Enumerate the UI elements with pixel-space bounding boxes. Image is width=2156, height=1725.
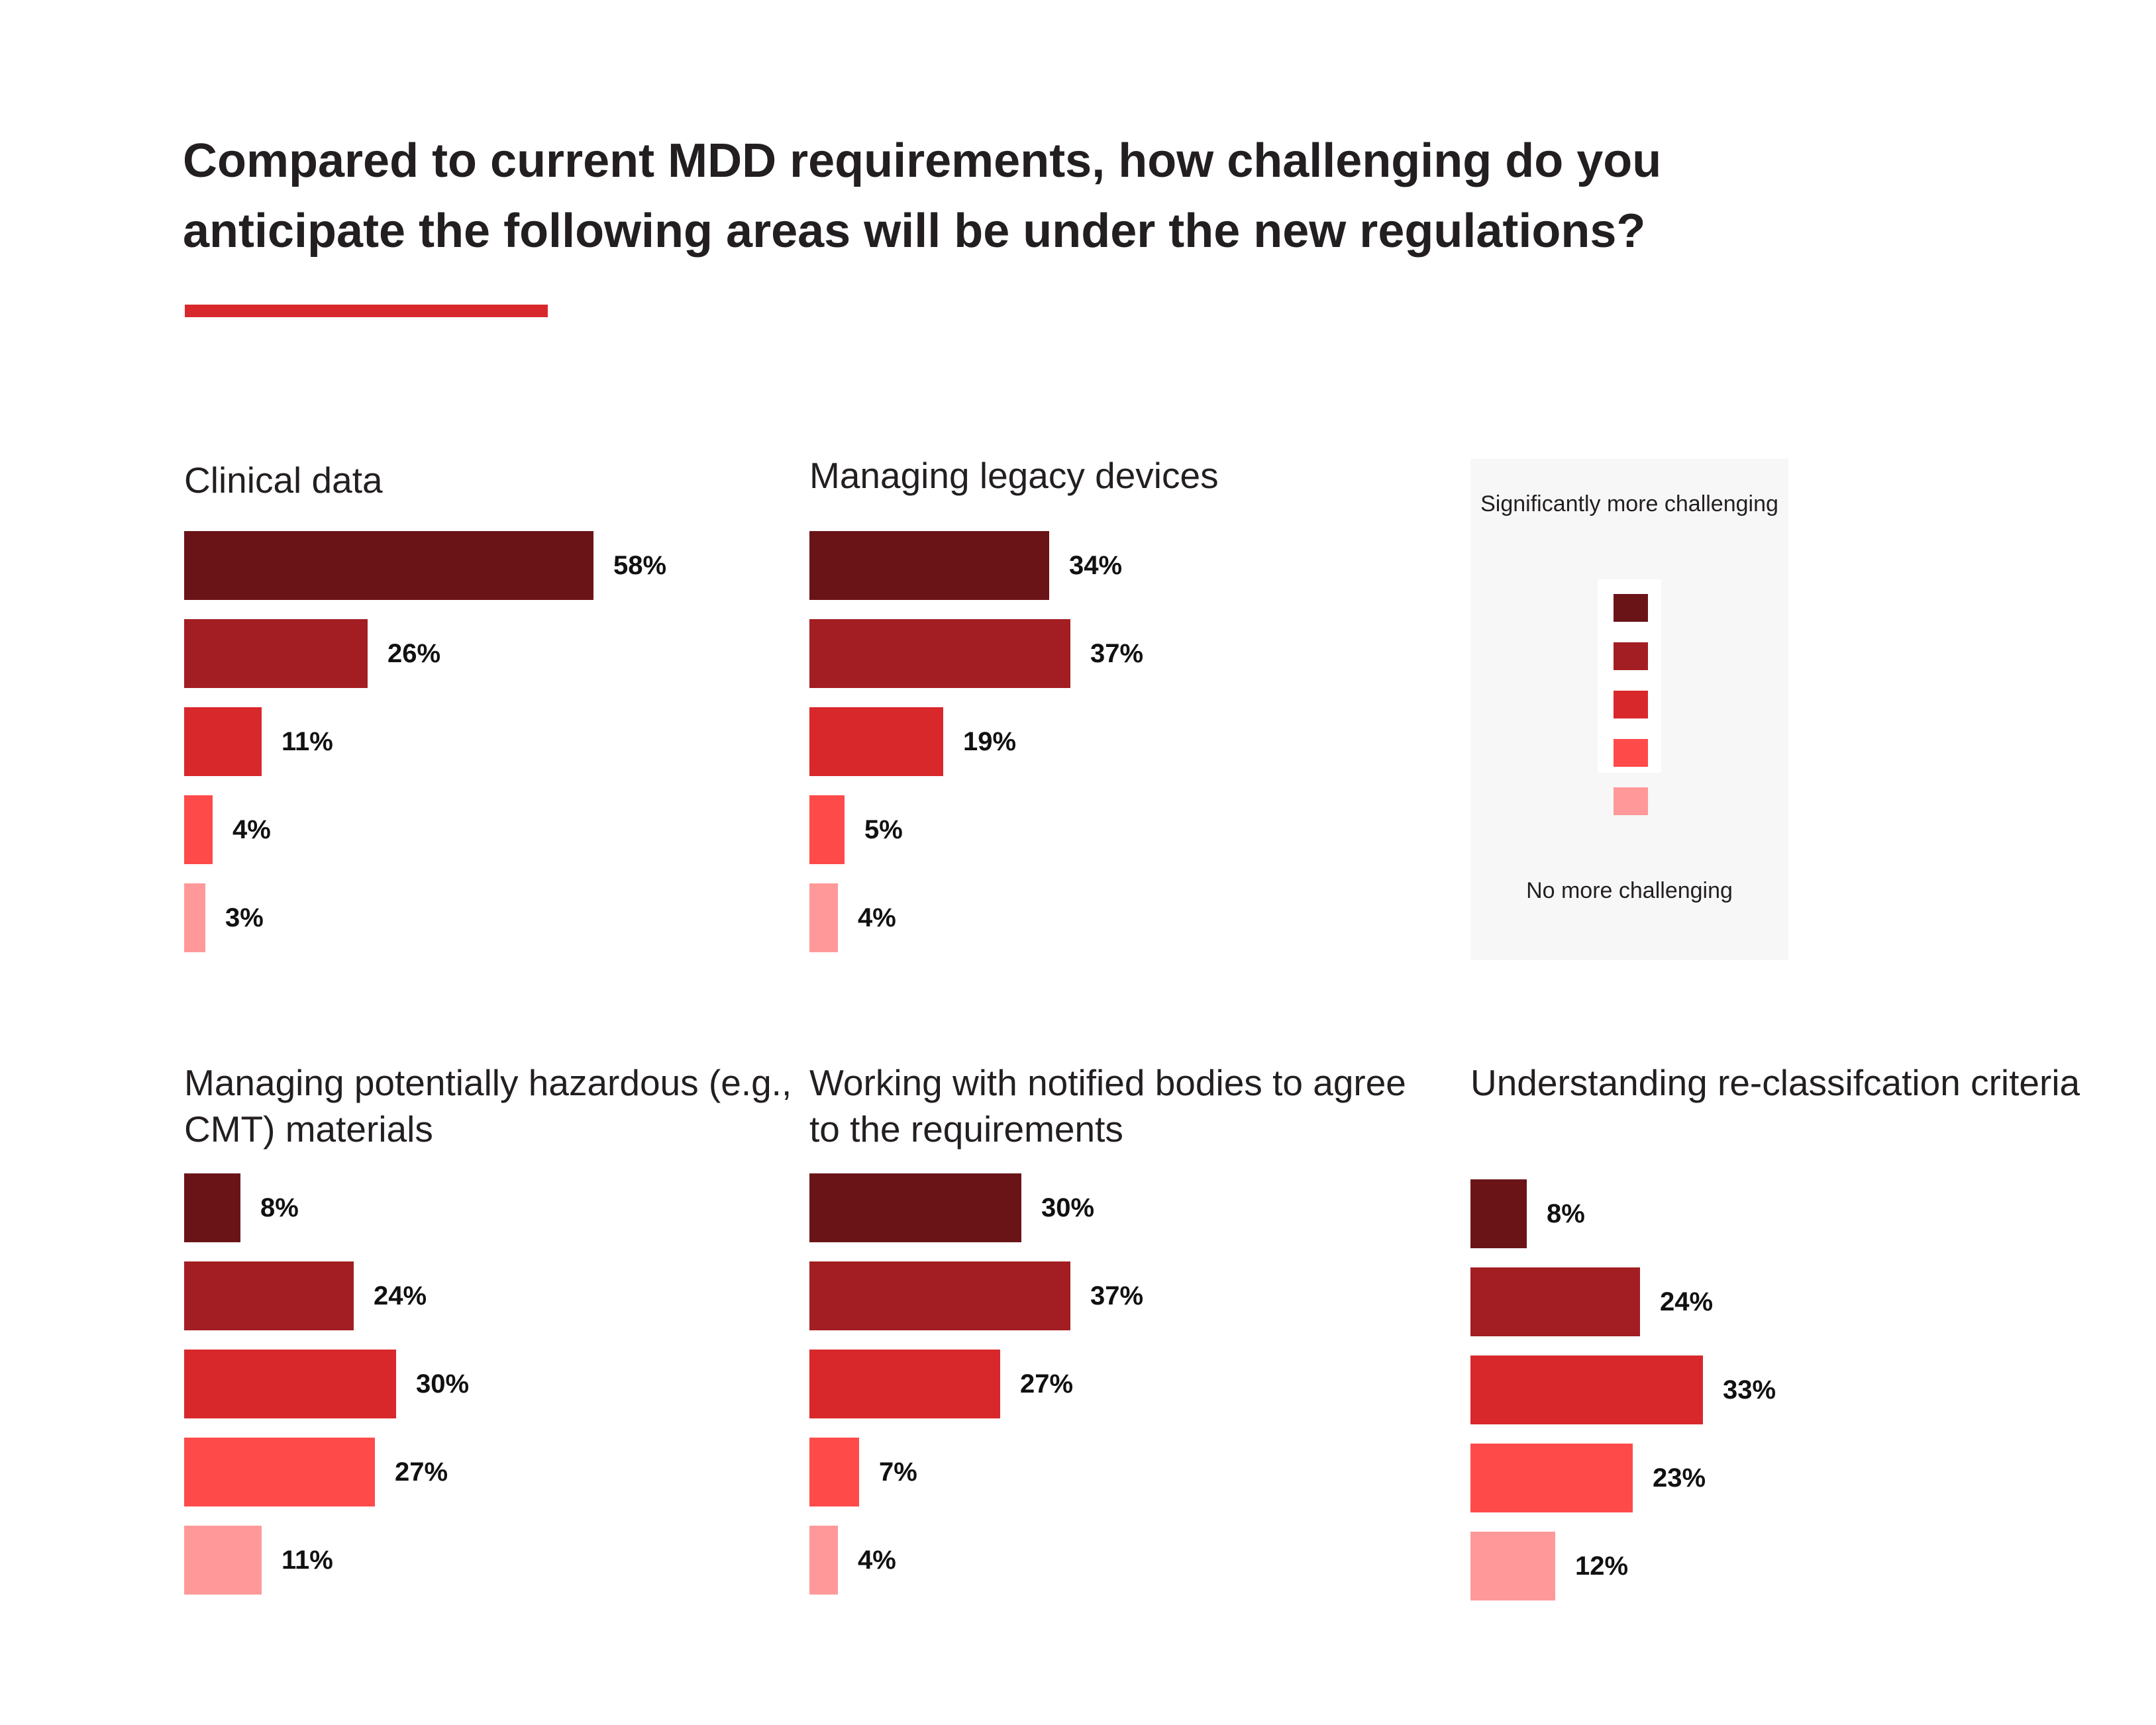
bar-value-label: 23% bbox=[1653, 1463, 1706, 1493]
bar bbox=[184, 883, 205, 952]
bar bbox=[184, 1526, 262, 1595]
legend: Significantly more challenging No more c… bbox=[1470, 459, 1788, 960]
legend-top-label: Significantly more challenging bbox=[1480, 491, 1778, 517]
bar bbox=[1470, 1267, 1640, 1336]
legend-swatch bbox=[1614, 787, 1648, 815]
bar-value-label: 19% bbox=[963, 727, 1017, 756]
bar bbox=[184, 1350, 396, 1418]
bar bbox=[184, 707, 262, 776]
bar bbox=[1470, 1179, 1527, 1248]
bar-value-label: 27% bbox=[1020, 1369, 1074, 1399]
bar-value-label: 34% bbox=[1069, 551, 1123, 580]
title-accent-rule bbox=[185, 305, 548, 317]
legend-swatch-track bbox=[1598, 579, 1661, 815]
bar-value-label: 4% bbox=[858, 1546, 896, 1575]
bar bbox=[809, 795, 845, 864]
legend-swatch bbox=[1614, 594, 1648, 622]
bar-value-label: 37% bbox=[1090, 639, 1144, 668]
bar-value-label: 11% bbox=[282, 727, 333, 756]
bar-value-label: 8% bbox=[1547, 1199, 1585, 1228]
bar-value-label: 8% bbox=[260, 1193, 299, 1222]
bar bbox=[809, 1173, 1021, 1242]
bar bbox=[184, 1261, 354, 1330]
bar-value-label: 30% bbox=[1041, 1193, 1095, 1222]
bar-value-label: 24% bbox=[1660, 1287, 1714, 1316]
bar bbox=[809, 1526, 838, 1595]
bar-value-label: 26% bbox=[387, 639, 441, 668]
chart-title: Clinical data bbox=[184, 460, 383, 501]
bar bbox=[184, 795, 213, 864]
legend-swatch bbox=[1614, 642, 1648, 670]
bar bbox=[809, 707, 943, 776]
bar bbox=[1470, 1444, 1633, 1512]
bar bbox=[184, 1173, 240, 1242]
page-title: Compared to current MDD requirements, ho… bbox=[183, 134, 1662, 258]
chart-title: Managing legacy devices bbox=[809, 455, 1219, 496]
legend-swatch bbox=[1614, 691, 1648, 718]
bar bbox=[184, 619, 368, 688]
bar bbox=[809, 619, 1070, 688]
bar-value-label: 4% bbox=[858, 903, 896, 932]
bar-value-label: 11% bbox=[282, 1546, 333, 1575]
bar-value-label: 12% bbox=[1575, 1552, 1629, 1581]
bar-value-label: 4% bbox=[232, 815, 271, 844]
bar bbox=[1470, 1532, 1555, 1601]
bar bbox=[809, 1350, 1000, 1418]
bar bbox=[809, 531, 1049, 600]
bar-value-label: 7% bbox=[879, 1457, 917, 1487]
chart-title: Working with notified bodies to agree to… bbox=[809, 1062, 1406, 1150]
bar-value-label: 30% bbox=[416, 1369, 470, 1399]
bar bbox=[809, 883, 838, 952]
chart-title: Managing potentially hazardous (e.g., CM… bbox=[184, 1062, 792, 1150]
bar-value-label: 3% bbox=[225, 903, 264, 932]
bar bbox=[184, 531, 593, 600]
bar bbox=[184, 1438, 375, 1506]
chart-title: Understanding re-classifcation criteria bbox=[1470, 1062, 2080, 1103]
bar-value-label: 37% bbox=[1090, 1281, 1144, 1310]
bar-value-label: 27% bbox=[395, 1457, 448, 1487]
bar-value-label: 24% bbox=[374, 1281, 427, 1310]
bar-value-label: 5% bbox=[864, 815, 903, 844]
bar bbox=[809, 1438, 859, 1506]
legend-bottom-label: No more challenging bbox=[1526, 878, 1733, 903]
bar bbox=[809, 1261, 1070, 1330]
bar-value-label: 33% bbox=[1723, 1375, 1776, 1405]
bar bbox=[1470, 1355, 1703, 1424]
bar-value-label: 58% bbox=[613, 551, 667, 580]
legend-swatch bbox=[1614, 739, 1648, 767]
